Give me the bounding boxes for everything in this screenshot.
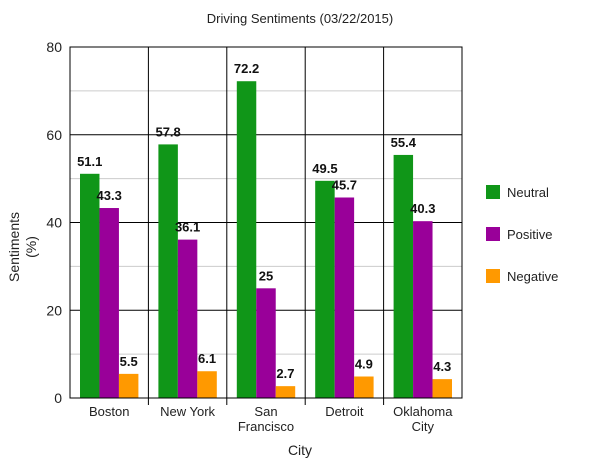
bar-positive	[413, 221, 433, 398]
x-tick-label: Boston	[89, 404, 129, 419]
data-label: 2.7	[276, 366, 294, 381]
plot-frame	[69, 46, 463, 399]
data-label: 55.4	[391, 135, 417, 150]
y-tick-label: 60	[46, 127, 62, 143]
data-label: 36.1	[175, 220, 200, 235]
bar-neutral	[393, 154, 414, 398]
data-label: 49.5	[312, 161, 337, 176]
bar-positive	[256, 288, 276, 398]
y-tick-label: 20	[46, 302, 62, 318]
x-tick-label: Oklahoma	[393, 404, 453, 419]
data-label: 4.9	[355, 357, 373, 372]
legend-label: Neutral	[507, 185, 549, 200]
bar-negative	[275, 386, 296, 398]
data-label: 57.8	[155, 124, 180, 139]
legend-label: Negative	[507, 269, 558, 284]
x-tick-label: Detroit	[325, 404, 364, 419]
bar-positive	[334, 197, 355, 398]
data-label: 40.3	[410, 201, 435, 216]
bar-neutral	[80, 173, 100, 398]
x-tick-label: City	[412, 419, 435, 434]
bar-positive	[177, 239, 198, 398]
data-label: 25	[259, 268, 273, 283]
x-tick-label: Francisco	[238, 419, 294, 434]
data-label: 4.3	[433, 359, 451, 374]
data-label: 72.2	[234, 61, 259, 76]
bar-negative	[354, 376, 374, 398]
data-label: 45.7	[332, 177, 357, 192]
bar-positive	[99, 208, 119, 398]
legend-swatch-neutral	[486, 185, 500, 199]
y-tick-label: 0	[54, 390, 62, 406]
y-tick-label: 40	[46, 215, 62, 231]
legend-swatch-negative	[486, 269, 500, 283]
x-axis-label: City	[288, 442, 312, 458]
bar-neutral	[158, 144, 178, 398]
data-label: 6.1	[198, 351, 216, 366]
y-axis-unit-label: (%)	[23, 236, 39, 258]
bar-neutral	[315, 180, 335, 398]
x-tick-label: New York	[160, 404, 215, 419]
chart-title: Driving Sentiments (03/22/2015)	[207, 11, 393, 26]
legend-label: Positive	[507, 227, 553, 242]
data-label: 51.1	[77, 154, 102, 169]
y-tick-label: 80	[46, 39, 62, 55]
data-label: 43.3	[97, 188, 122, 203]
x-tick-label: San	[254, 404, 277, 419]
bar-negative	[118, 373, 139, 398]
legend-swatch-positive	[486, 227, 500, 241]
data-label: 5.5	[120, 354, 138, 369]
bar-neutral	[236, 81, 257, 398]
bar-negative	[432, 379, 452, 398]
y-axis-label: Sentiments	[6, 212, 22, 282]
bar-negative	[197, 371, 217, 398]
